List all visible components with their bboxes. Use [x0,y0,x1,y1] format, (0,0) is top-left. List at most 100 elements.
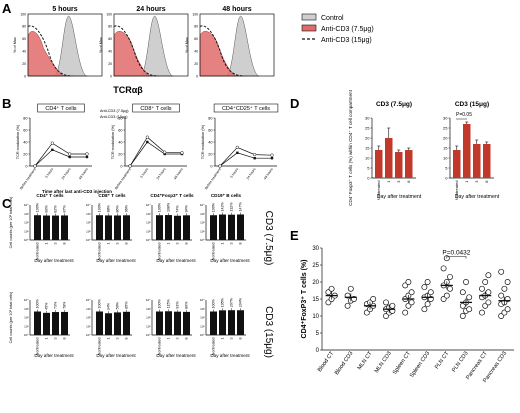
histogram-ytick: 20 [108,62,112,66]
bar-xtick: 8 [125,338,129,340]
line-chart-subtitle: CD8⁺ T cells [140,105,171,112]
bar-xtick: 1 [221,243,225,245]
panel-c-ylabel: Cell counts (per 10⁸ total cells) [9,196,13,248]
bar [183,215,190,240]
bar-panel-ytick: 10⁰ [146,333,151,337]
bar-xtick: 8 [125,243,129,245]
line-chart-xtick: 5 hours [139,167,149,179]
bar-panel-xlabel: Day after treatment [34,353,74,358]
bar-panel-ytick: 10¹ [200,229,204,233]
line-series-2 [219,146,273,167]
bar-panel-ytick: 10¹ [24,324,28,328]
e-point [459,313,466,319]
d-bar-chart-title: CD3 (7.5μg) [376,101,412,108]
histogram-frame [199,13,275,77]
bar-xtick: 1 [45,338,49,340]
panel-a-legend: Control Anti-CD3 (7.5μg) Anti-CD3 (15μg) [301,13,374,44]
bar-panel-ytick: 10⁰ [24,333,29,337]
bar-pct-label: 100% [36,299,40,309]
line-chart-xtick: Before treatment [114,167,132,190]
bar-pct-label: 82% [54,205,58,213]
bar-xtick: 8 [239,338,243,340]
line-chart-ylabel: TCR modulation (%) [201,124,205,159]
histogram-ytick: 20 [22,62,26,66]
panel-d-label: D [290,96,299,111]
bar [174,311,181,335]
line-point-filled [85,155,89,159]
bar-xtick: Nontreated [98,337,102,355]
bar-panel-r1c1: CD4⁺ T cells 10⁴ 10³ 10² 10¹ 10⁰ 100% Nontreate… [24,193,75,263]
bar-pct-label: 115% [167,299,171,309]
line-chart-ylabel: TCR modulation (%) [111,124,115,159]
bar-xtick: 1 [221,338,225,340]
bar-xtick: Nontreated [158,337,162,355]
bar-pct-label: 87% [63,204,67,212]
e-xtick: Blood CD3 [334,351,354,377]
bar-pct-label: 100% [212,299,216,309]
d-xtick: Nontreated [454,181,459,201]
line-chart-ylabel: TCR modulation (%) [16,124,20,159]
line-point-open [145,135,149,139]
d-ylabel: CD4⁺Foxp3⁺ T cells (%) within CD4⁺ T cel… [348,89,353,205]
bar-pct-label: 86% [116,204,120,212]
line-chart-ytick: 80 [208,116,212,120]
bar-panel-ytick: 10³ [86,212,90,216]
bar-panel-ytick: 10³ [200,307,204,311]
e-point [459,289,466,296]
bar-pct-label: 100% [98,299,102,309]
line-chart-ytick: 80 [118,116,122,120]
e-point [383,299,389,306]
d-xlabel: Day after treatment [455,194,500,200]
d-bar [385,138,393,178]
d-bar-chart-title: CD3 (15μg) [455,101,489,108]
histogram-ytick: 20 [194,62,198,66]
e-ytick: 25 [312,263,319,269]
line-point-filled [68,155,71,159]
histogram-ytick: 100 [106,12,112,16]
bar-xtick: 8 [63,243,67,245]
line-point-open [180,151,184,155]
d-bar [405,150,413,178]
bar-panel-ytick: 10⁰ [146,238,151,242]
histogram-ytick: 0 [110,74,112,78]
line-chart-ytick: 40 [208,140,212,144]
line-point-filled [270,157,274,160]
bar-panel-ytick: 10¹ [146,229,150,233]
bar-panel-ytick: 10² [146,316,150,320]
bar-xtick: Nontreated [212,337,216,355]
bar-panel-ytick: 10⁰ [24,238,29,242]
bar-panel-r1c3: CD4⁺Foxp3⁺ T cells 10⁴ 10³ 10² 10¹ 10⁰ 100% Non… [146,193,197,263]
line-chart-ytick: 20 [208,152,212,156]
bar-xtick: 3 [176,243,180,245]
bar-panel-ytick: 10⁴ [146,298,151,302]
legend-swatch-cd3-75 [301,24,317,32]
bar-xtick: 3 [176,338,180,340]
e-ylabel: CD4⁺FoxP3⁺ T cells (%) [301,260,308,339]
line-chart-xtick: 5 hours [229,167,239,179]
panel-c-ylabel: Cell counts (per 10⁸ total cells) [9,291,13,343]
panel-c-bar-grid: CD4⁺ T cells 10⁴ 10³ 10² 10¹ 10⁰ 100% Nontreate… [9,193,250,358]
bar-xtick: Nontreated [158,242,162,260]
histogram-ytick: 80 [22,25,26,29]
bar-pct-label: 204% [239,297,243,307]
bar [34,215,41,240]
line-chart-subtitle: CD4⁺ T cells [45,105,76,112]
panel-c-label: C [2,196,12,211]
bar [210,311,217,335]
bar-pct-label: 91% [176,301,180,309]
cd3-15-histogram [199,25,245,77]
bar [210,215,217,240]
e-xtick: Spleen CD3 [409,351,431,379]
e-ytick: 15 [312,297,319,303]
bar-panel-ytick: 10² [86,316,90,320]
bar-xtick: 3 [116,243,120,245]
line-chart-xtick: 48 hours [263,167,274,180]
bar [43,312,50,335]
e-point [421,306,428,313]
line-point-filled [236,151,239,154]
bar-panel-ytick: 10² [86,221,90,225]
d-ytick: 25 [365,125,370,130]
bar-panel-xlabel: Day after treatment [34,258,74,263]
legend-swatch-control [301,13,317,21]
